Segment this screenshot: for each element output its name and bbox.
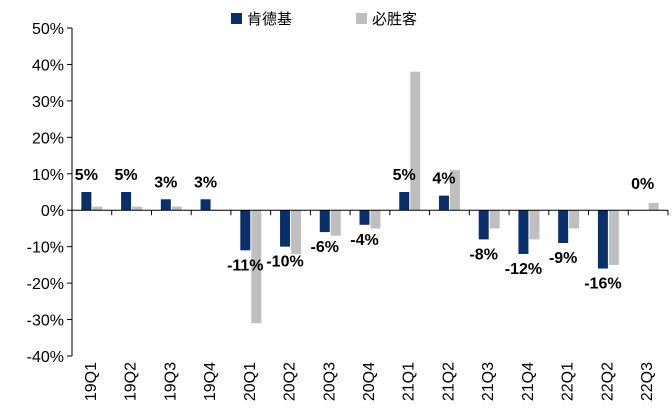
bar (597, 210, 608, 269)
x-tick-label: 20Q3 (321, 362, 338, 401)
y-tick-label: 30% (32, 94, 64, 111)
x-tick-label: 21Q3 (480, 362, 497, 401)
y-tick-label: -20% (27, 276, 64, 293)
legend: 肯德基 必胜客 (231, 10, 417, 28)
bar (200, 199, 211, 211)
bar (449, 170, 460, 211)
y-tick-label: -30% (27, 313, 64, 330)
data-label: 3% (194, 174, 217, 191)
data-label: 5% (393, 167, 416, 184)
x-tick-label: 22Q2 (599, 362, 616, 401)
bar (399, 192, 410, 211)
bar (319, 210, 330, 233)
data-label: -6% (311, 239, 339, 256)
data-label: 3% (154, 174, 177, 191)
x-tick-label: 22Q3 (639, 362, 656, 401)
data-label: 4% (432, 171, 455, 188)
bar (438, 195, 449, 211)
bar (518, 210, 529, 254)
legend-label-kfc: 肯德基 (247, 10, 292, 28)
y-tick-label: 20% (32, 130, 64, 147)
bar (489, 210, 500, 229)
bar (529, 210, 540, 240)
x-tick-label: 19Q1 (83, 362, 100, 401)
legend-swatch-pizzahut (356, 13, 367, 24)
bar (558, 210, 569, 244)
x-tick-label: 19Q3 (162, 362, 179, 401)
x-tick-label: 19Q4 (202, 362, 219, 401)
bar (478, 210, 489, 240)
bar (291, 210, 302, 254)
bar (359, 210, 370, 225)
x-tick-label: 21Q2 (440, 362, 457, 401)
bar (608, 210, 619, 265)
y-axis: -40% -30% -20% -10% 0% 10% 20% 30% 40% 50% (27, 21, 73, 366)
x-tick-label: 20Q4 (361, 362, 378, 401)
data-label: 5% (75, 167, 98, 184)
legend-label-pizzahut: 必胜客 (372, 10, 417, 28)
bar (370, 210, 381, 229)
legend-swatch-kfc (231, 13, 242, 24)
bar (569, 210, 580, 229)
bar (280, 210, 291, 247)
y-tick-label: -40% (27, 349, 64, 366)
data-label: -10% (266, 254, 303, 271)
bar (171, 206, 182, 211)
y-tick-label: 50% (32, 21, 64, 38)
x-tick-label: 20Q2 (282, 362, 299, 401)
bar (121, 192, 132, 211)
data-label: -16% (584, 276, 621, 293)
y-tick-label: 0% (41, 203, 64, 220)
data-label: -9% (549, 250, 577, 267)
bar (251, 210, 262, 324)
data-label: 0% (631, 176, 654, 193)
y-tick-label: 10% (32, 167, 64, 184)
bars (81, 71, 659, 324)
x-axis: 19Q1 19Q2 19Q3 19Q4 20Q1 20Q2 20Q3 20Q4 21Q1 21Q2… (71, 209, 669, 401)
x-tick-label: 19Q2 (123, 362, 140, 401)
bar (92, 206, 103, 211)
y-tick-label: -10% (27, 240, 64, 257)
bar (648, 202, 659, 211)
data-label: 5% (115, 167, 138, 184)
data-labels: 5% 5% 3% 3% -11% -10% -6% -4% 5% 4% -8% -12% -9% -16%… (75, 167, 654, 293)
data-label: -11% (227, 257, 263, 274)
bar (160, 199, 171, 211)
data-label: -8% (469, 246, 497, 263)
data-label: -12% (505, 261, 542, 278)
bar (240, 210, 251, 251)
bar (330, 210, 341, 236)
data-label: -4% (350, 232, 378, 249)
y-tick-label: 40% (32, 57, 64, 74)
bar (132, 206, 143, 211)
bar (81, 192, 92, 211)
x-tick-label: 21Q4 (520, 362, 537, 401)
x-tick-label: 22Q1 (560, 362, 577, 401)
bar (410, 71, 421, 211)
x-tick-label: 20Q1 (242, 362, 259, 401)
x-tick-label: 21Q1 (401, 362, 418, 401)
